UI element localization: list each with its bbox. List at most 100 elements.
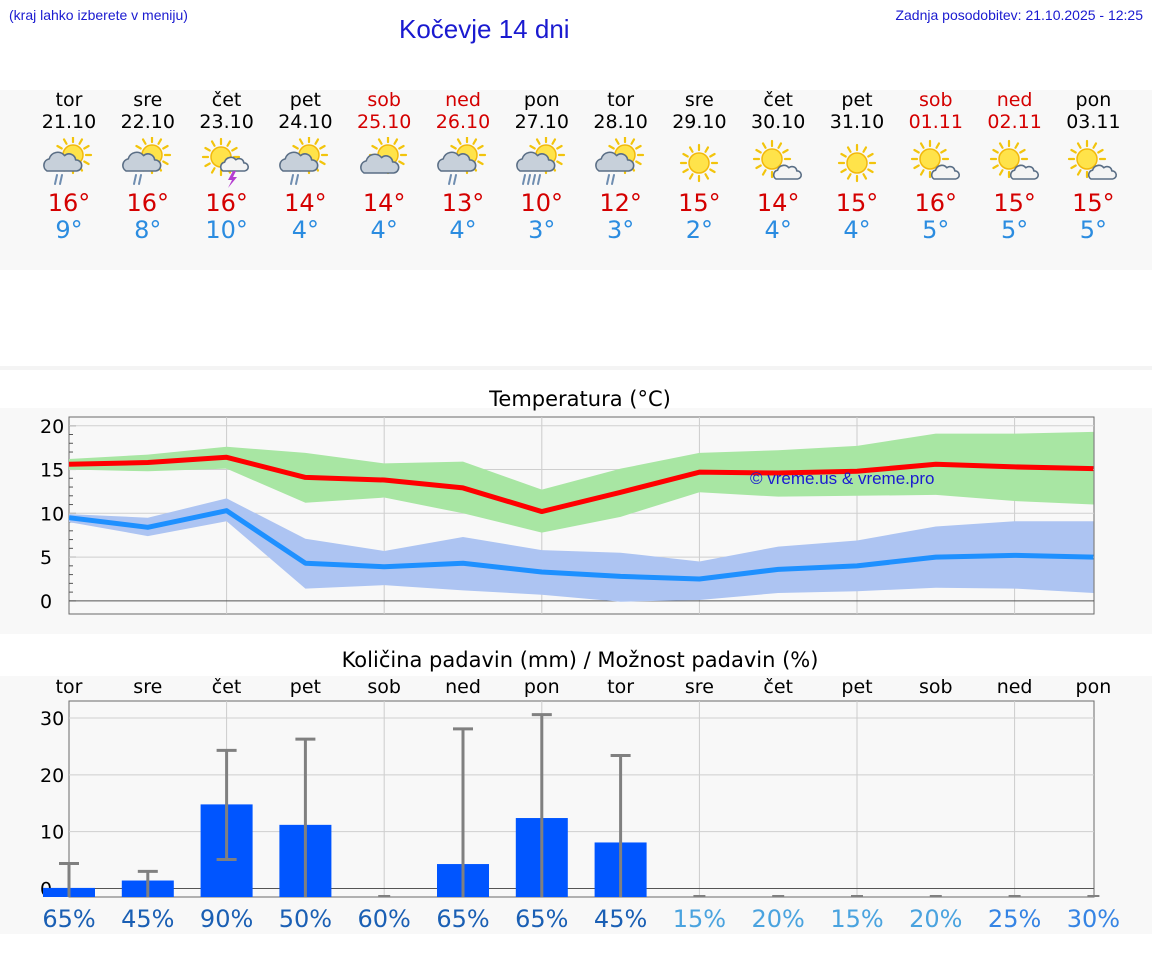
day-name: sre [133, 89, 163, 111]
max-temperature: 14° [756, 189, 800, 217]
forecast-day: tor 21.10 16° 9° [29, 89, 109, 244]
precip-probability-label: 20% [752, 905, 805, 933]
min-temperature: 9° [55, 216, 83, 244]
precip-probability-label: 45% [121, 905, 174, 933]
day-name: pon [1075, 89, 1112, 111]
max-temperature: 14° [284, 189, 327, 217]
forecast-day: pon 03.11 15° 5° [1053, 89, 1133, 244]
sun-icon [680, 143, 719, 183]
precip-day-label: pon [524, 676, 560, 698]
max-temperature: 14° [362, 189, 406, 217]
sun-cloud-rain-icon [437, 137, 487, 185]
precip-day-label: ned [997, 676, 1033, 698]
max-temperature: 16° [205, 189, 248, 217]
precip-probability-label: 25% [988, 905, 1041, 933]
precip-day-label: ned [445, 676, 481, 698]
sun-icon [837, 143, 877, 183]
y-tick-label: 15 [40, 460, 64, 482]
sun-cloud-rain-icon [121, 137, 171, 185]
precip-probability-label: 50% [279, 905, 332, 933]
page-title: Kočevje 14 dni [399, 14, 570, 44]
day-date: 27.10 [514, 111, 569, 133]
sun-cloud-rain-icon [279, 137, 329, 185]
temperature-chart-title: Temperatura (°C) [489, 387, 671, 411]
min-temperature: 4° [291, 216, 320, 244]
day-name: tor [607, 89, 635, 111]
sun-small-cloud-icon [989, 139, 1039, 180]
min-temperature: 4° [449, 216, 477, 244]
min-temperature: 4° [843, 216, 871, 244]
sun-cloud-icon [360, 137, 408, 175]
min-temperature-line [68, 508, 1094, 582]
forecast-day: pet 31.10 15° 4° [817, 89, 897, 244]
divider [0, 366, 1152, 370]
precip-probability-label: 15% [673, 905, 726, 933]
precip-day-label: sob [919, 676, 953, 698]
y-tick-label: 20 [40, 765, 64, 787]
day-date: 26.10 [435, 111, 491, 133]
sun-cloud-heavy-rain-icon [515, 137, 565, 185]
precip-probability-label: 30% [1067, 905, 1120, 933]
day-date: 02.11 [987, 111, 1042, 133]
y-tick-label: 5 [40, 547, 52, 569]
precip-probability-label: 60% [358, 905, 411, 933]
day-date: 24.10 [278, 111, 333, 133]
precip-probability-label: 45% [594, 905, 647, 933]
day-name: sob [919, 89, 953, 111]
day-name: pet [841, 89, 873, 111]
max-temperature: 15° [678, 189, 721, 217]
min-temperature: 8° [134, 216, 162, 244]
max-temperature: 16° [914, 189, 958, 217]
day-date: 28.10 [593, 111, 648, 133]
day-date: 01.11 [908, 111, 963, 133]
forecast-day: sre 22.10 16° 8° [108, 89, 188, 244]
max-temperature: 16° [47, 189, 91, 217]
precipitation-chart-title: Količina padavin (mm) / Možnost padavin … [341, 648, 819, 672]
forecast-day: ned 02.11 15° 5° [975, 89, 1055, 244]
min-temperature: 10° [205, 216, 248, 244]
forecast-strip [0, 90, 1152, 270]
y-tick-label: 0 [40, 591, 52, 613]
day-date: 31.10 [829, 111, 885, 133]
day-date: 21.10 [41, 111, 97, 133]
forecast-day: sob 01.11 16° 5° [896, 89, 976, 244]
copyright-annotation: © vreme.us & vreme.pro [750, 469, 934, 488]
location-hint: (kraj lahko izberete v meniju) [9, 7, 188, 23]
max-temperature-range-band [69, 431, 1094, 533]
sun-cloud-rain-icon [594, 137, 644, 185]
precip-day-label: tor [56, 676, 83, 698]
forecast-day: ned 26.10 13° 4° [423, 89, 503, 244]
forecast-day: pon 27.10 10° 3° [502, 89, 582, 244]
precip-day-label: sre [685, 676, 714, 698]
day-name: čet [211, 89, 242, 111]
day-name: sob [367, 89, 401, 111]
day-date: 25.10 [356, 111, 412, 133]
precip-probability-label: 20% [909, 905, 962, 933]
last-updated-label: Zadnja posodobitev: 21.10.2025 - 12:25 [895, 7, 1143, 23]
min-temperature: 5° [1000, 216, 1029, 244]
min-temperature-range-band [69, 498, 1094, 602]
max-temperature: 12° [599, 189, 642, 217]
precip-day-label: pet [841, 676, 872, 698]
y-tick-label: 10 [40, 822, 64, 844]
min-temperature: 2° [685, 216, 714, 244]
max-temperature: 15° [1072, 189, 1115, 217]
sun-thunder-icon [201, 137, 249, 188]
min-temperature: 4° [370, 216, 398, 244]
day-name: tor [55, 89, 83, 111]
min-temperature: 5° [1079, 216, 1108, 244]
y-tick-label: 20 [40, 416, 64, 438]
precip-day-label: pet [290, 676, 321, 698]
forecast-day: čet 30.10 14° 4° [738, 89, 818, 244]
precip-day-label: čet [212, 676, 242, 698]
min-temperature: 3° [528, 216, 556, 244]
max-temperature: 15° [993, 189, 1036, 217]
min-temperature: 3° [606, 216, 635, 244]
forecast-day: sob 25.10 14° 4° [344, 89, 424, 244]
day-name: pet [289, 89, 321, 111]
precip-probability-label: 65% [436, 905, 489, 933]
day-date: 22.10 [120, 111, 175, 133]
day-date: 03.11 [1066, 111, 1121, 133]
precip-probability-label: 65% [515, 905, 568, 933]
